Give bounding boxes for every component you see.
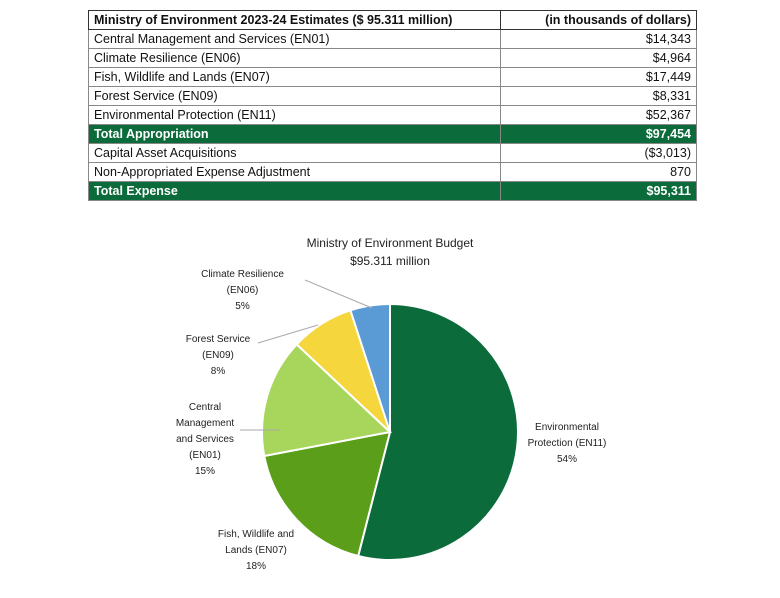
table-row: Central Management and Services (EN01) $1…: [88, 29, 697, 49]
slice-percent: 18%: [245, 561, 266, 572]
table-cell: Forest Service (EN09): [88, 86, 501, 106]
table-cell: $17,449: [500, 67, 697, 87]
table-cell: 870: [500, 162, 697, 182]
pie-chart: [240, 279, 519, 561]
slice-name: Forest Service (EN09): [185, 334, 251, 361]
slice-percent: 5%: [235, 301, 250, 312]
leader-line: [257, 324, 319, 344]
slice-name: Fish, Wildlife and Lands (EN07): [217, 529, 295, 556]
table-cell: $8,331: [500, 86, 697, 106]
chart-subtitle: $95.311 million: [350, 254, 430, 268]
slice-label: Central Management and Services (EN01) 15…: [170, 400, 240, 480]
leader-line: [304, 279, 373, 309]
table-cell: Total Expense: [88, 181, 501, 201]
table-row: Fish, Wildlife and Lands (EN07) $17,449: [88, 67, 697, 87]
slice-name: Central Management and Services (EN01): [175, 402, 235, 461]
pie-slice: [261, 342, 393, 458]
pie-slice: [263, 430, 392, 558]
table-cell: Climate Resilience (EN06): [88, 48, 501, 68]
table-cell: ($3,013): [500, 143, 697, 163]
slice-label: Forest Service (EN09) 8%: [178, 332, 258, 380]
table-cell: Environmental Protection (EN11): [88, 105, 501, 125]
table-row: Total Expense $95,311: [88, 181, 697, 201]
table-cell: $14,343: [500, 29, 697, 49]
table-row: Environmental Protection (EN11) $52,367: [88, 105, 697, 125]
table-row: Non-Appropriated Expense Adjustment 870: [88, 162, 697, 182]
table-cell: Fish, Wildlife and Lands (EN07): [88, 67, 501, 87]
table-cell: Central Management and Services (EN01): [88, 29, 501, 49]
slice-percent: 8%: [210, 366, 226, 377]
table-row: Climate Resilience (EN06) $4,964: [88, 48, 697, 68]
table-cell: $95,311: [500, 181, 697, 201]
header-cell: (in thousands of dollars): [500, 10, 697, 30]
pie-slice: [356, 302, 519, 561]
header-cell: Ministry of Environment 2023-24 Estimate…: [88, 10, 501, 30]
slice-name: Climate Resilience (EN06): [201, 269, 284, 296]
table-row: Capital Asset Acquisitions ($3,013): [88, 143, 697, 163]
chart-title: Ministry of Environment Budget: [306, 236, 474, 250]
slice-name: Environmental Protection (EN11): [527, 422, 607, 449]
table-cell: Non-Appropriated Expense Adjustment: [88, 162, 501, 182]
slice-label: Climate Resilience (EN06) 5%: [190, 267, 295, 315]
table-cell: Capital Asset Acquisitions: [88, 143, 501, 163]
slice-label: Environmental Protection (EN11) 54%: [527, 420, 607, 468]
slice-percent: 15%: [194, 466, 215, 477]
table-cell: Total Appropriation: [88, 124, 501, 144]
pie-slice: [349, 302, 391, 433]
table-row: Forest Service (EN09) $8,331: [88, 86, 697, 106]
slice-percent: 54%: [556, 454, 577, 465]
table-cell: $4,964: [500, 48, 697, 68]
table-cell: $52,367: [500, 105, 697, 125]
table-cell: $97,454: [500, 124, 697, 144]
table-header: Ministry of Environment 2023-24 Estimate…: [88, 10, 697, 30]
slice-label: Fish, Wildlife and Lands (EN07) 18%: [216, 527, 296, 575]
table-row: Total Appropriation $97,454: [88, 124, 697, 144]
budget-table: Ministry of Environment 2023-24 Estimate…: [88, 10, 697, 201]
